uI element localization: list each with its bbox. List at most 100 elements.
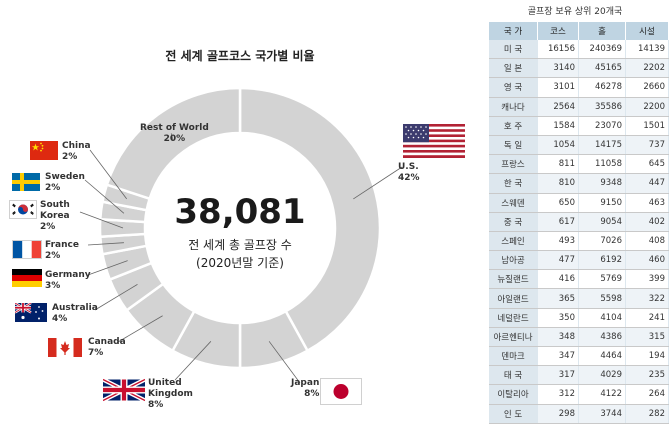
label-germany: Germany 3% <box>45 270 91 292</box>
cell-country: 아일랜드 <box>489 288 538 309</box>
label-korea-name: South Korea <box>40 200 70 221</box>
cell-holes: 7026 <box>578 231 626 252</box>
cell-facilities: 2660 <box>625 77 669 98</box>
col-header-courses: 코스 <box>537 22 579 40</box>
cell-country: 영 국 <box>489 77 538 98</box>
col-header-facilities: 시설 <box>625 22 669 40</box>
cell-country: 미 국 <box>489 40 538 60</box>
cell-holes: 14175 <box>578 135 626 156</box>
us-flag-icon <box>403 124 465 158</box>
cell-country: 프랑스 <box>489 154 538 175</box>
cell-facilities: 322 <box>625 288 669 309</box>
cell-courses: 348 <box>537 327 579 348</box>
cell-courses: 312 <box>537 384 579 405</box>
cell-holes: 4029 <box>578 365 626 386</box>
table-row: 일 본 3140 45165 2202 <box>489 58 669 79</box>
cell-country: 스페인 <box>489 231 538 252</box>
cell-country: 뉴질랜드 <box>489 269 538 290</box>
cell-country: 독 일 <box>489 135 538 156</box>
japan-flag-icon <box>320 378 362 405</box>
table-row: 뉴질랜드 416 5769 399 <box>489 269 669 290</box>
cell-courses: 1584 <box>537 116 579 136</box>
cell-courses: 650 <box>537 193 579 213</box>
cell-courses: 3140 <box>537 58 579 79</box>
cell-courses: 1054 <box>537 135 579 156</box>
center-caption-1: 전 세계 총 골프장 수 <box>188 238 292 252</box>
label-uk-percent: 8% <box>148 400 164 410</box>
cell-country: 인 도 <box>489 404 538 424</box>
table-row: 미 국 16156 240369 14139 <box>489 40 669 60</box>
cell-country: 호 주 <box>489 116 538 136</box>
cell-courses: 811 <box>537 154 579 175</box>
donut-slices <box>98 86 382 370</box>
france-flag-icon <box>12 240 42 259</box>
leader-line-united-kingdom <box>174 341 212 381</box>
leader-line-germany <box>87 260 128 276</box>
label-china-name: China <box>62 141 91 151</box>
leader-line-japan <box>268 341 301 384</box>
label-sweden-percent: 2% <box>45 183 61 193</box>
table-row: 스페인 493 7026 408 <box>489 231 669 252</box>
cell-holes: 3744 <box>578 404 626 424</box>
cell-holes: 4122 <box>578 384 626 405</box>
table-row: 아르헨티나 348 4386 315 <box>489 327 669 348</box>
cell-holes: 5769 <box>578 269 626 290</box>
label-sweden: Sweden 2% <box>45 172 85 194</box>
slice-rest-of-world <box>105 86 242 201</box>
cell-facilities: 264 <box>625 384 669 405</box>
cell-holes: 240369 <box>578 40 626 60</box>
label-us: U.S. 42% <box>398 162 420 184</box>
label-germany-percent: 3% <box>45 281 61 291</box>
label-china-percent: 2% <box>62 152 78 162</box>
korea-flag-icon <box>9 200 37 219</box>
label-korea-percent: 2% <box>40 222 56 232</box>
leader-line-sweden <box>84 179 125 214</box>
label-australia: Australia 4% <box>52 303 98 325</box>
table-row: 이탈리아 312 4122 264 <box>489 384 669 405</box>
cell-country: 남아공 <box>489 250 538 271</box>
center-caption-2: (2020년말 기준) <box>196 256 284 270</box>
cell-facilities: 315 <box>625 327 669 348</box>
china-flag-icon <box>30 141 58 160</box>
cell-facilities: 2202 <box>625 58 669 79</box>
cell-facilities: 282 <box>625 404 669 424</box>
cell-courses: 3101 <box>537 77 579 98</box>
cell-facilities: 408 <box>625 231 669 252</box>
center-total: 38,081 <box>174 192 305 232</box>
cell-holes: 4386 <box>578 327 626 348</box>
cell-courses: 493 <box>537 231 579 252</box>
cell-courses: 416 <box>537 269 579 290</box>
cell-holes: 9150 <box>578 193 626 213</box>
label-france-name: France <box>45 240 79 250</box>
table-row: 인 도 298 3744 282 <box>489 404 669 424</box>
cell-courses: 617 <box>537 212 579 232</box>
cell-holes: 4464 <box>578 346 626 367</box>
cell-courses: 16156 <box>537 40 579 60</box>
col-header-holes: 홀 <box>578 22 626 40</box>
table-row: 덴마크 347 4464 194 <box>489 346 669 367</box>
label-us-percent: 42% <box>398 173 420 183</box>
label-us-name: U.S. <box>398 162 419 172</box>
table-row: 독 일 1054 14175 737 <box>489 135 669 156</box>
cell-facilities: 463 <box>625 193 669 213</box>
cell-facilities: 399 <box>625 269 669 290</box>
label-uk-name: United Kingdom <box>148 378 193 399</box>
cell-facilities: 1501 <box>625 116 669 136</box>
cell-facilities: 737 <box>625 135 669 156</box>
table-row: 스웨덴 650 9150 463 <box>489 193 669 213</box>
cell-facilities: 402 <box>625 212 669 232</box>
cell-holes: 11058 <box>578 154 626 175</box>
cell-holes: 6192 <box>578 250 626 271</box>
label-germany-name: Germany <box>45 270 91 280</box>
cell-facilities: 194 <box>625 346 669 367</box>
leader-line-australia <box>94 284 138 311</box>
label-japan-name: Japan <box>291 378 320 388</box>
label-sweden-name: Sweden <box>45 172 85 182</box>
label-australia-name: Australia <box>52 303 98 313</box>
table-body: 미 국 16156 240369 14139 일 본 3140 45165 2202 영 국 31… <box>489 40 669 424</box>
cell-holes: 9348 <box>578 173 626 194</box>
canada-flag-icon <box>48 338 82 357</box>
cell-holes: 9054 <box>578 212 626 232</box>
sweden-flag-icon <box>12 173 40 191</box>
